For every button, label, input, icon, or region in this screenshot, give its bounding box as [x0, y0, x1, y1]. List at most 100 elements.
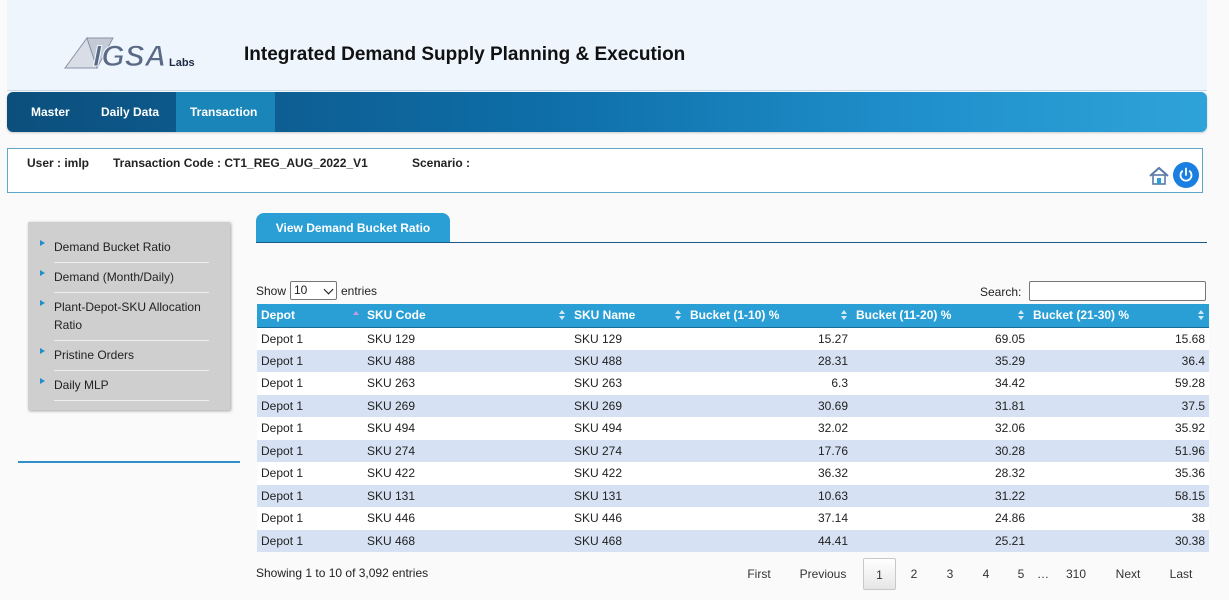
cell-sku-code: SKU 269 [363, 394, 570, 417]
table-row[interactable]: Depot 1 SKU 269 SKU 269 30.69 31.81 37.5 [257, 394, 1209, 417]
sidebar-menu: Demand Bucket Ratio Demand (Month/Daily)… [28, 222, 230, 410]
tab-view-demand-bucket-ratio[interactable]: View Demand Bucket Ratio [256, 213, 450, 243]
cell-depot: Depot 1 [257, 507, 363, 530]
tab-underline [256, 242, 1207, 243]
pagination-previous[interactable]: Previous [799, 567, 847, 581]
cell-sku-code: SKU 446 [363, 507, 570, 530]
cell-sku-name: SKU 131 [570, 484, 686, 507]
column-header-sku-name[interactable]: SKU Name [570, 304, 686, 328]
pagination-last[interactable]: Last [1169, 567, 1193, 581]
sort-ascending-icon [353, 311, 359, 315]
cell-bucket-1-10: 32.02 [686, 417, 852, 440]
cell-bucket-11-20: 69.05 [852, 327, 1029, 350]
cell-bucket-11-20: 31.22 [852, 484, 1029, 507]
cell-sku-code: SKU 494 [363, 417, 570, 440]
cell-bucket-1-10: 30.69 [686, 394, 852, 417]
cell-sku-code: SKU 263 [363, 372, 570, 395]
page-size-value: 10 [294, 283, 308, 297]
table-row[interactable]: Depot 1 SKU 488 SKU 488 28.31 35.29 36.4 [257, 349, 1209, 372]
bullet-arrow-icon [40, 300, 45, 306]
pagination-page-4[interactable]: 4 [982, 567, 990, 581]
bullet-arrow-icon [40, 270, 45, 276]
cell-bucket-21-30: 30.38 [1029, 529, 1209, 552]
cell-bucket-1-10: 36.32 [686, 462, 852, 485]
sort-icon [675, 310, 682, 321]
table-row[interactable]: Depot 1 SKU 494 SKU 494 32.02 32.06 35.92 [257, 417, 1209, 440]
column-header-bucket-11-20[interactable]: Bucket (11-20) % [852, 304, 1029, 328]
home-icon[interactable] [1148, 166, 1170, 186]
cell-bucket-11-20: 32.06 [852, 417, 1029, 440]
cell-bucket-11-20: 25.21 [852, 529, 1029, 552]
table-row[interactable]: Depot 1 SKU 422 SKU 422 36.32 28.32 35.36 [257, 462, 1209, 485]
user-label: User : imlp [27, 156, 90, 170]
column-header-label: SKU Name [574, 308, 636, 323]
transaction-code-label: Transaction Code : CT1_REG_AUG_2022_V1 [113, 156, 368, 170]
table-row[interactable]: Depot 1 SKU 274 SKU 274 17.76 30.28 51.96 [257, 439, 1209, 462]
cell-sku-name: SKU 263 [570, 372, 686, 395]
column-header-depot[interactable]: Depot [257, 304, 363, 328]
cell-bucket-11-20: 24.86 [852, 507, 1029, 530]
table-row[interactable]: Depot 1 SKU 263 SKU 263 6.3 34.42 59.28 [257, 372, 1209, 395]
search-input[interactable] [1029, 281, 1206, 301]
sidebar-divider [54, 262, 209, 263]
cell-bucket-1-10: 28.31 [686, 349, 852, 372]
column-header-bucket-21-30[interactable]: Bucket (21-30) % [1029, 304, 1209, 328]
bullet-arrow-icon [40, 240, 45, 246]
cell-depot: Depot 1 [257, 529, 363, 552]
nav-master[interactable]: Master [31, 105, 70, 119]
column-header-label: Depot [261, 308, 295, 323]
column-header-label: Bucket (1-10) % [690, 308, 780, 323]
pagination-page-2[interactable]: 2 [910, 567, 918, 581]
cell-bucket-21-30: 35.92 [1029, 417, 1209, 440]
table-row[interactable]: Depot 1 SKU 131 SKU 131 10.63 31.22 58.15 [257, 484, 1209, 507]
cell-sku-name: SKU 468 [570, 529, 686, 552]
table-row[interactable]: Depot 1 SKU 468 SKU 468 44.41 25.21 30.38 [257, 529, 1209, 552]
table-header-row: Depot SKU Code SKU Name Bucket (1-10) % … [257, 304, 1209, 328]
sidebar-divider [54, 340, 209, 341]
cell-sku-code: SKU 131 [363, 484, 570, 507]
nav-daily-data[interactable]: Daily Data [101, 105, 160, 119]
power-icon[interactable] [1173, 162, 1199, 188]
igsa-labs-logo: IGSA Labs [64, 36, 195, 74]
table-info: Showing 1 to 10 of 3,092 entries [256, 566, 429, 580]
cell-sku-code: SKU 129 [363, 327, 570, 350]
user-info-bar: User : imlp Transaction Code : CT1_REG_A… [7, 148, 1203, 193]
cell-bucket-11-20: 31.81 [852, 394, 1029, 417]
svg-text:Labs: Labs [169, 57, 195, 69]
sidebar-divider [54, 292, 209, 293]
cell-depot: Depot 1 [257, 462, 363, 485]
pagination-next[interactable]: Next [1115, 567, 1141, 581]
svg-text:IGSA: IGSA [93, 40, 166, 73]
power-glyph-icon [1179, 167, 1193, 182]
cell-bucket-11-20: 28.32 [852, 462, 1029, 485]
cell-bucket-21-30: 38 [1029, 507, 1209, 530]
cell-bucket-11-20: 34.42 [852, 372, 1029, 395]
pagination-first[interactable]: First [747, 567, 771, 581]
main-navbar: Master Daily Data Transaction [7, 92, 1207, 132]
cell-sku-code: SKU 274 [363, 439, 570, 462]
cell-depot: Depot 1 [257, 349, 363, 372]
cell-depot: Depot 1 [257, 484, 363, 507]
chevron-down-icon [323, 284, 334, 295]
sidebar-item-label: Daily MLP [54, 378, 109, 392]
column-header-sku-code[interactable]: SKU Code [363, 304, 570, 328]
cell-sku-code: SKU 468 [363, 529, 570, 552]
nav-transaction[interactable]: Transaction [176, 92, 275, 132]
pagination-page-3[interactable]: 3 [946, 567, 954, 581]
sidebar-item-label: Pristine Orders [54, 348, 135, 362]
cell-bucket-21-30: 37.5 [1029, 394, 1209, 417]
demand-bucket-table: Depot SKU Code SKU Name Bucket (1-10) % … [257, 304, 1209, 552]
sidebar-item-label: Demand Bucket Ratio [54, 240, 171, 254]
column-header-bucket-1-10[interactable]: Bucket (1-10) % [686, 304, 852, 328]
cell-sku-name: SKU 269 [570, 394, 686, 417]
table-body: Depot 1 SKU 129 SKU 129 15.27 69.05 15.68 Dep… [257, 327, 1209, 552]
pagination-page-310[interactable]: 310 [1065, 567, 1087, 581]
pagination-page-5[interactable]: 5 [1017, 567, 1025, 581]
search-label: Search: [980, 285, 1022, 299]
sidebar-divider [54, 370, 209, 371]
cell-bucket-1-10: 6.3 [686, 372, 852, 395]
table-row[interactable]: Depot 1 SKU 446 SKU 446 37.14 24.86 38 [257, 507, 1209, 530]
page-size-select[interactable]: 10 [290, 281, 337, 300]
table-row[interactable]: Depot 1 SKU 129 SKU 129 15.27 69.05 15.68 [257, 327, 1209, 350]
pagination-page-1[interactable]: 1 [863, 558, 896, 590]
